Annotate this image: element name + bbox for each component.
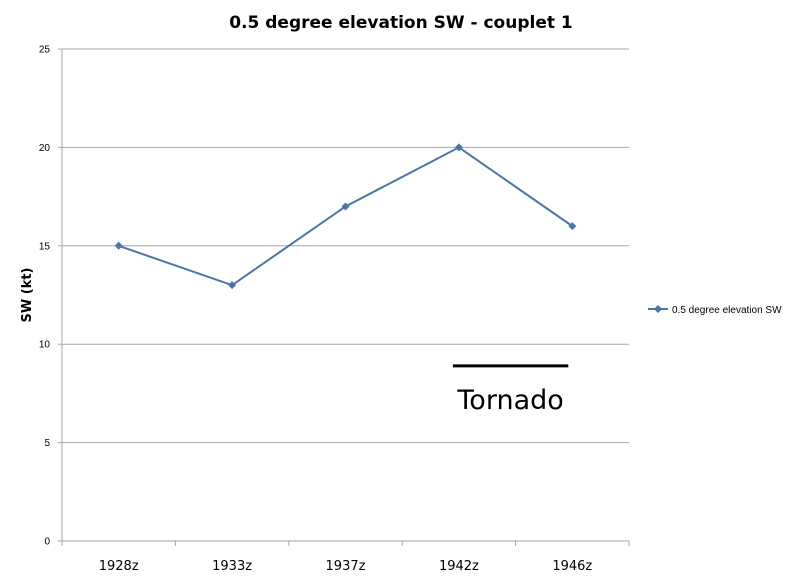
tornado-annotation: Tornado [452, 364, 569, 416]
y-tick-label: 25 [39, 45, 51, 56]
gridlines [62, 48, 629, 444]
y-tick-label: 15 [39, 241, 51, 252]
data-point-marker [341, 202, 350, 211]
series-group [114, 143, 577, 290]
axes [61, 49, 629, 542]
y-axis-ticks: 0 5 10 15 20 25 [39, 45, 62, 548]
legend: 0.5 degree elevation SW [648, 305, 782, 316]
x-tick-label: 1933z [212, 559, 252, 574]
data-point-marker [454, 143, 463, 152]
y-tick-label: 0 [44, 537, 50, 548]
legend-series-label: 0.5 degree elevation SW [672, 305, 782, 316]
y-tick-label: 5 [44, 438, 50, 449]
x-tick-label: 1946z [552, 559, 592, 574]
x-tick-label: 1942z [439, 559, 479, 574]
x-tick-label: 1928z [99, 559, 139, 574]
y-axis-label: SW (kt) [20, 268, 35, 323]
data-point-marker [568, 222, 577, 231]
y-tick-label: 20 [39, 143, 51, 154]
data-point-marker [228, 281, 237, 290]
tornado-label: Tornado [456, 385, 563, 416]
data-point-marker [114, 241, 123, 250]
x-tick-label: 1937z [326, 559, 366, 574]
chart-title: 0.5 degree elevation SW - couplet 1 [229, 13, 573, 33]
series-line [118, 146, 573, 287]
y-tick-label: 10 [39, 340, 51, 351]
x-axis-ticks: 1928z 1933z 1937z 1942z 1946z [61, 541, 630, 574]
legend-series-marker [654, 305, 662, 313]
